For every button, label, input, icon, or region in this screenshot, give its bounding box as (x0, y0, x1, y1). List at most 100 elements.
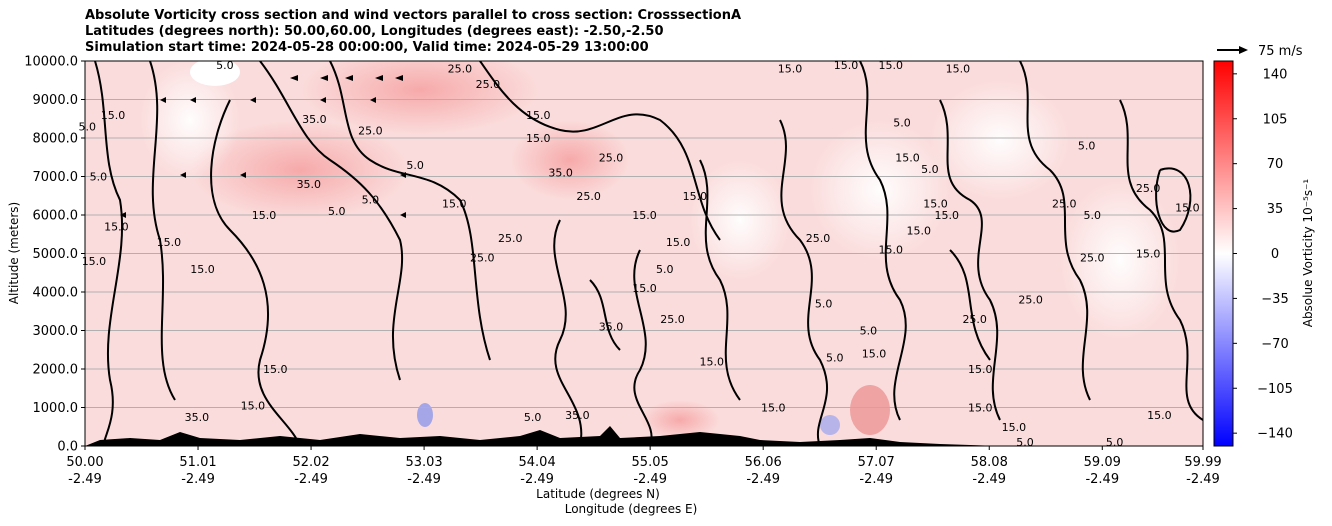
contour-label: 5.0 (90, 171, 108, 184)
contour-label: 35.0 (548, 167, 573, 180)
x-tick-label-latitude: 55.05 (632, 455, 669, 470)
contour-label: 5.0 (921, 163, 939, 176)
contour-label: 15.0 (879, 59, 904, 72)
contour-label: 5.0 (406, 159, 424, 172)
chart-title-line-1: Absolute Vorticity cross section and win… (85, 8, 742, 23)
contour-label: 5.0 (893, 117, 911, 130)
contour-label: 25.0 (1136, 182, 1161, 195)
contour-label: 15.0 (82, 255, 107, 268)
contour-label: 25.0 (358, 124, 383, 137)
y-tick-label: 10000.0 (24, 55, 78, 70)
contour-label: 35.0 (599, 321, 624, 334)
contour-label: 15.0 (923, 197, 948, 210)
contour-lines (94, 61, 1203, 446)
contour-label: 25.0 (1052, 197, 1077, 210)
contour-label: 5.0 (328, 205, 346, 218)
contour-label: 15.0 (632, 282, 657, 295)
contour-label: 35.0 (302, 113, 327, 126)
contour-label: 25.0 (1080, 251, 1105, 264)
wind-key-arrow-icon (1217, 46, 1248, 54)
contour-label: 25.0 (660, 313, 685, 326)
contour-label: 15.0 (778, 63, 803, 76)
contour-label: 15.0 (946, 63, 971, 76)
x-tick-label-latitude: 54.04 (519, 455, 556, 470)
x-tick-label-longitude: -2.49 (68, 472, 102, 487)
contour-label: 15.0 (101, 109, 126, 122)
contour-label: 15.0 (252, 209, 277, 222)
wind-key-label: 75 m/s (1258, 44, 1303, 59)
contour-label: 5.0 (524, 411, 542, 424)
contour-label: 25.0 (576, 190, 601, 203)
x-tick-label-longitude: -2.49 (1085, 472, 1119, 487)
colorbar-tick-label: 70 (1267, 157, 1284, 172)
chart-title-line-3: Simulation start time: 2024-05-28 00:00:… (85, 40, 649, 55)
contour-label: 5.0 (78, 120, 96, 133)
contour-labels: 5.015.05.015.015.05.015.015.015.035.025.… (78, 59, 1199, 449)
contour-label: 15.0 (263, 363, 288, 376)
contour-label: 25.0 (476, 78, 501, 91)
contour-label: 15.0 (906, 224, 931, 237)
colorbar (1213, 60, 1234, 447)
contour-label: 15.0 (834, 59, 859, 72)
contour-label: 5.0 (860, 325, 878, 338)
x-tick-label-longitude: -2.49 (1186, 472, 1220, 487)
x-tick-label-longitude: -2.49 (407, 472, 441, 487)
contour-label: 15.0 (934, 209, 959, 222)
y-tick-label: 4000.0 (33, 286, 79, 301)
contour-label: 5.0 (216, 59, 234, 72)
colorbar-tick-label: −105 (1257, 382, 1293, 397)
x-tick-label-latitude: 56.06 (745, 455, 782, 470)
contour-label: 5.0 (1078, 140, 1096, 153)
y-tick-label: 6000.0 (33, 209, 79, 224)
contour-label: 15.0 (683, 190, 708, 203)
x-tick-label-longitude: -2.49 (859, 472, 893, 487)
terrain (85, 426, 1000, 446)
contour-label: 15.0 (1002, 421, 1027, 434)
x-tick-label-longitude: -2.49 (520, 472, 554, 487)
colorbar-label: Absolue Vorticity 10⁻⁵s⁻¹ (1301, 179, 1315, 328)
contour-label: 15.0 (761, 402, 786, 415)
x-tick-label-longitude: -2.49 (633, 472, 667, 487)
contour-label: 35.0 (565, 409, 590, 422)
y-tick-label: 7000.0 (33, 170, 79, 185)
contour-label: 5.0 (1016, 436, 1034, 449)
contour-label: 25.0 (806, 232, 831, 245)
x-axis: 50.00 -2.49 51.01 -2.49 52.02 -2.49 53.03 -2.49… (66, 446, 1222, 487)
colorbar-tick-label: −70 (1261, 337, 1288, 352)
x-tick-label-latitude: 58.08 (971, 455, 1008, 470)
colorbar-ticks: 140 105 70 35 0 −35 −70 −105 −140 (1233, 67, 1293, 442)
contour-label: 5.0 (1083, 209, 1101, 222)
x-tick-label-latitude: 57.07 (858, 455, 895, 470)
contour-label: 15.0 (526, 132, 551, 145)
vorticity-field (85, 61, 1203, 446)
contour-label: 15.0 (104, 221, 129, 234)
contour-label: 15.0 (968, 363, 993, 376)
contour-label: 15.0 (895, 151, 920, 164)
contour-label: 25.0 (470, 251, 495, 264)
contour-label: 15.0 (1136, 248, 1161, 261)
y-axis-label: Altitude (meters) (7, 202, 21, 304)
y-tick-label: 0.0 (57, 440, 78, 455)
contour-label: 5.0 (362, 194, 380, 207)
wind-vectors (120, 75, 406, 218)
y-axis: 0.0 1000.0 2000.0 3000.0 4000.0 5000.0 6000.0 7… (24, 55, 85, 455)
y-tick-label: 1000.0 (33, 401, 79, 416)
contour-label: 15.0 (968, 402, 993, 415)
colorbar-tick-label: 105 (1263, 112, 1288, 127)
x-tick-label-latitude: 51.01 (179, 455, 216, 470)
colorbar-tick-label: 140 (1263, 67, 1288, 82)
x-axis-label-latitude: Latitude (degrees N) (536, 487, 660, 501)
y-tick-label: 9000.0 (33, 93, 79, 108)
contour-label: 35.0 (297, 178, 322, 191)
y-tick-label: 5000.0 (33, 247, 79, 262)
x-tick-label-latitude: 50.00 (66, 455, 103, 470)
contour-label: 15.0 (1175, 201, 1200, 214)
y-tick-label: 8000.0 (33, 132, 79, 147)
colorbar-tick-label: 0 (1271, 247, 1279, 262)
contour-label: 25.0 (1018, 294, 1043, 307)
contour-label: 15.0 (241, 400, 266, 413)
x-tick-label-latitude: 59.09 (1084, 455, 1121, 470)
chart-title-line-2: Latitudes (degrees north): 50.00,60.00, … (85, 24, 664, 39)
contour-label: 15.0 (666, 236, 691, 249)
